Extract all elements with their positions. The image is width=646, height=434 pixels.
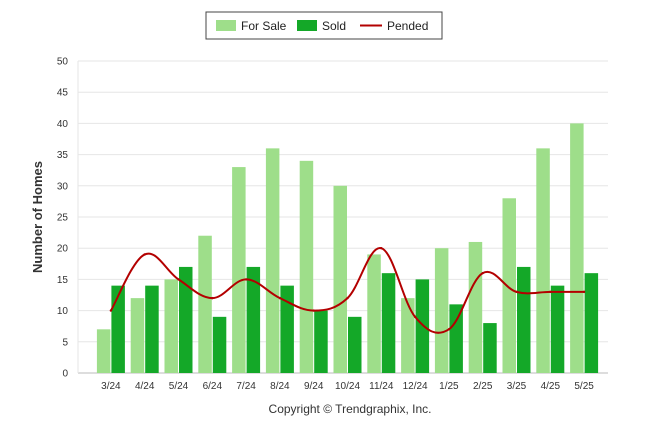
x-tick-label: 4/24: [135, 381, 155, 392]
bar-for-sale[interactable]: [468, 241, 483, 373]
copyright-text: Copyright © Trendgraphix, Inc.: [269, 402, 432, 416]
y-tick-label: 20: [57, 244, 69, 255]
y-tick-labels: 0 5 10 15 20 25 30 35 40 45 50: [57, 57, 69, 380]
pended-point[interactable]: [244, 278, 248, 281]
bar-for-sale[interactable]: [164, 279, 179, 373]
bar-for-sale[interactable]: [367, 254, 381, 373]
bar-sold[interactable]: [179, 266, 193, 373]
bar-for-sale[interactable]: [333, 185, 348, 373]
legend-label-sold[interactable]: Sold: [322, 19, 346, 33]
bar-for-sale[interactable]: [502, 198, 517, 373]
bar-sold[interactable]: [314, 310, 328, 373]
y-tick-label: 50: [57, 57, 69, 68]
x-tick-label: 6/24: [203, 381, 223, 392]
bar-for-sale[interactable]: [265, 148, 280, 373]
pended-point[interactable]: [549, 290, 552, 294]
pended-point[interactable]: [481, 271, 484, 275]
x-tick-label: 2/25: [473, 381, 493, 392]
bar-sold[interactable]: [145, 285, 159, 373]
x-tick-label: 9/24: [304, 381, 324, 392]
bar-sold[interactable]: [212, 316, 227, 373]
legend-swatch-for-sale: [216, 20, 236, 31]
legend[interactable]: For Sale Sold Pended: [205, 11, 443, 40]
legend-swatch-sold: [297, 20, 317, 31]
y-tick-label: 10: [57, 306, 69, 317]
x-tick-label: 4/25: [541, 381, 561, 392]
bar-sold[interactable]: [348, 316, 362, 373]
x-tick-label: 3/24: [101, 381, 121, 392]
x-tick-label: 1/25: [439, 381, 459, 392]
y-tick-label: 40: [57, 119, 69, 130]
x-tick-label: 12/24: [403, 381, 428, 392]
x-tick-label: 7/24: [236, 381, 256, 392]
y-axis-label: Number of Homes: [30, 161, 45, 273]
pended-point[interactable]: [447, 328, 451, 331]
bar-for-sale[interactable]: [401, 298, 415, 373]
bar-sold[interactable]: [111, 285, 125, 373]
y-tick-label: 30: [57, 181, 69, 192]
x-tick-label: 5/24: [169, 381, 189, 392]
pended-point[interactable]: [515, 290, 518, 294]
y-tick-label: 0: [62, 369, 68, 380]
bar-layer: [96, 123, 599, 374]
y-tick-label: 45: [57, 88, 69, 99]
pended-point[interactable]: [211, 296, 214, 300]
pended-line[interactable]: [110, 247, 585, 334]
bar-for-sale[interactable]: [130, 298, 145, 373]
bar-for-sale[interactable]: [299, 160, 314, 373]
pended-point[interactable]: [582, 290, 586, 294]
bar-for-sale[interactable]: [570, 123, 584, 374]
pended-line-layer: [109, 247, 586, 334]
bar-sold[interactable]: [584, 273, 599, 373]
x-tick-label: 10/24: [335, 381, 360, 392]
legend-label-pended[interactable]: Pended: [387, 19, 428, 33]
pended-point[interactable]: [413, 315, 417, 319]
legend-label-for-sale[interactable]: For Sale: [241, 19, 287, 33]
x-tick-label: 11/24: [369, 381, 394, 392]
x-tick-label: 8/24: [270, 381, 290, 392]
x-tick-label: 3/25: [507, 381, 527, 392]
bar-sold[interactable]: [483, 323, 497, 373]
y-tick-label: 5: [62, 337, 68, 348]
pended-point[interactable]: [346, 296, 349, 300]
y-tick-label: 35: [57, 150, 69, 161]
pended-point[interactable]: [380, 247, 383, 250]
bar-sold[interactable]: [449, 304, 463, 373]
bar-sold[interactable]: [381, 273, 396, 373]
bar-sold[interactable]: [517, 266, 531, 373]
pended-point[interactable]: [278, 296, 282, 300]
bar-for-sale[interactable]: [198, 235, 212, 373]
y-tick-label: 15: [57, 275, 69, 286]
x-tick-label: 5/25: [574, 381, 594, 392]
bar-for-sale[interactable]: [536, 148, 550, 373]
bar-for-sale[interactable]: [232, 167, 246, 373]
y-tick-label: 25: [57, 213, 69, 224]
bar-sold[interactable]: [415, 279, 430, 373]
bar-for-sale[interactable]: [434, 248, 449, 373]
legend-box: [205, 11, 443, 40]
pended-point[interactable]: [177, 278, 180, 281]
bar-sold[interactable]: [280, 285, 294, 373]
x-tick-labels: 3/24 4/24 5/24 6/24 7/24 8/24 9/24 10/24 11/24 12…: [101, 381, 594, 392]
pended-point[interactable]: [109, 309, 113, 312]
pended-point[interactable]: [143, 253, 146, 256]
bar-for-sale[interactable]: [96, 329, 111, 373]
bar-sold[interactable]: [246, 266, 261, 373]
pended-point[interactable]: [312, 309, 315, 312]
bar-sold[interactable]: [550, 285, 565, 373]
